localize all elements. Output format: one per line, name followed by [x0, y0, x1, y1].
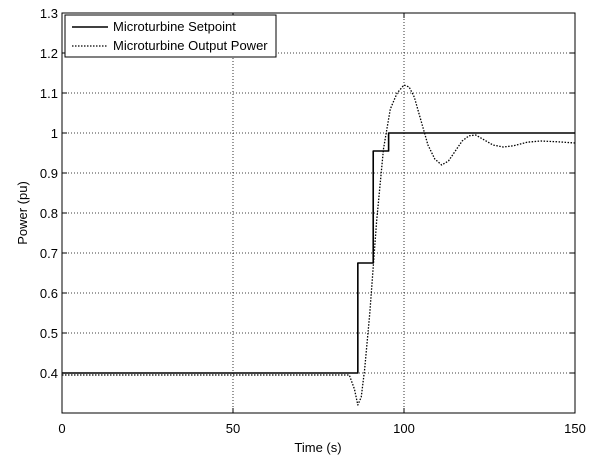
x-tick-label: 0: [58, 421, 65, 436]
series-line-setpoint: [62, 132, 575, 374]
y-tick-label: 0.9: [40, 166, 58, 181]
y-tick-label: 0.4: [40, 366, 58, 381]
legend-box: [64, 14, 277, 58]
y-tick-label: 0.8: [40, 206, 58, 221]
series-line-output-power: [62, 84, 576, 406]
y-tick-label: 1.2: [40, 46, 58, 61]
y-tick-label: 1.3: [40, 6, 58, 21]
legend-label-setpoint: Microturbine Setpoint: [113, 19, 236, 34]
y-tick-label: 0.6: [40, 286, 58, 301]
series-layer: [62, 84, 576, 406]
y-axis-label: Power (pu): [15, 181, 30, 245]
plot-area: [62, 13, 575, 413]
grid-lines: [62, 13, 575, 413]
tick-marks: [61, 12, 576, 413]
legend-label-output-power: Microturbine Output Power: [113, 38, 268, 53]
y-tick-label: 1: [51, 126, 58, 141]
y-tick-label: 1.1: [40, 86, 58, 101]
x-axis-label: Time (s): [294, 440, 341, 455]
x-tick-label: 50: [226, 421, 240, 436]
tick-labels: 0 50 100 150 0.4 0.5 0.6 0.7 0.8 0.9 1 1.1 1.2 1.3: [40, 6, 586, 436]
x-tick-label: 150: [564, 421, 586, 436]
y-tick-label: 0.7: [40, 246, 58, 261]
legend: Microturbine Setpoint Microturbine Outpu…: [64, 14, 277, 58]
y-tick-label: 0.5: [40, 326, 58, 341]
x-tick-label: 100: [393, 421, 415, 436]
